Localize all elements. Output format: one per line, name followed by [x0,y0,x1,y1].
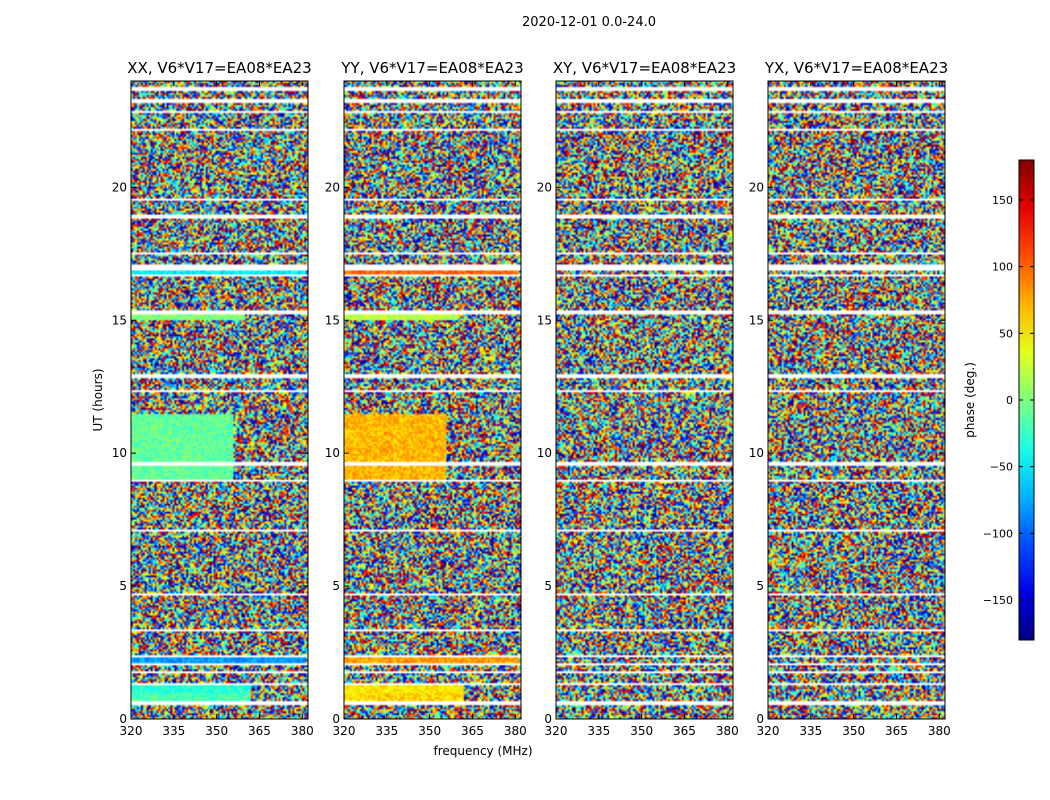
x-axis-label: frequency (MHz) [433,744,532,758]
y-tick-label: 10 [537,446,552,460]
x-tick-label: 320 [120,724,143,738]
y-axis-label: UT (hours) [91,368,105,431]
colorbar-tick-label: 100 [992,261,1013,274]
y-tick-label: 10 [112,446,127,460]
panel-frame [767,80,946,720]
x-tick-label: 320 [757,724,780,738]
panel-frame [555,80,734,720]
x-tick-label: 380 [716,724,739,738]
y-tick-label: 15 [537,313,552,327]
y-tick-label: 15 [325,313,340,327]
y-tick-label: 5 [756,579,764,593]
colorbar-tick-label: 0 [1006,394,1013,407]
y-tick-label: 0 [544,712,552,726]
x-tick-label: 320 [545,724,568,738]
heatmap-image [131,81,308,719]
x-tick-label: 380 [928,724,951,738]
panel-frame [130,80,309,720]
heatmap-image [768,81,945,719]
x-tick-label: 335 [375,724,398,738]
panel-title: YY, V6*V17=EA08*EA23 [340,59,523,77]
y-tick-label: 0 [119,712,127,726]
x-tick-label: 365 [885,724,908,738]
x-tick-label: 380 [504,724,527,738]
y-tick-label: 0 [332,712,340,726]
x-tick-label: 335 [799,724,822,738]
panel-xy: XY, V6*V17=EA08*EA23 320 335 350 365 380 0 5 10 1… [537,59,739,738]
panels: XX, V6*V17=EA08*EA23 320 335 350 365 380 0 5 10 1… [112,59,951,738]
figure-title: 2020-12-01 0.0-24.0 [522,15,656,30]
x-tick-label: 335 [587,724,610,738]
x-tick-label: 365 [461,724,484,738]
heatmap-image [344,81,521,719]
y-tick-label: 15 [749,313,764,327]
x-tick-label: 350 [205,724,228,738]
panel-frame [343,80,522,720]
y-tick-label: 10 [325,446,340,460]
x-tick-label: 350 [630,724,653,738]
y-tick-label: 20 [749,180,764,194]
y-tick-label: 5 [332,579,340,593]
panel-title: YX, V6*V17=EA08*EA23 [764,59,948,77]
colorbar-tick-label: 50 [999,327,1013,340]
y-tick-label: 20 [325,180,340,194]
colorbar-tick-label: −50 [990,461,1013,474]
x-tick-label: 350 [842,724,865,738]
panel-yy: YY, V6*V17=EA08*EA23 320 335 350 365 380 0 5 10 1… [325,59,527,738]
panel-title: XY, V6*V17=EA08*EA23 [553,59,736,77]
y-tick-label: 15 [112,313,127,327]
y-tick-label: 20 [537,180,552,194]
y-tick-label: 5 [544,579,552,593]
y-tick-label: 0 [756,712,764,726]
colorbar: −150 −100 −50 0 50 100 150 [983,159,1035,641]
x-tick-label: 380 [291,724,314,738]
colorbar-tick-label: −100 [983,527,1013,540]
y-tick-label: 10 [749,446,764,460]
colorbar-tick-label: −150 [983,594,1013,607]
colorbar-label: phase (deg.) [963,362,977,438]
x-tick-label: 335 [162,724,185,738]
heatmap-image [556,81,733,719]
x-tick-label: 365 [673,724,696,738]
panel-title: XX, V6*V17=EA08*EA23 [127,59,311,77]
y-tick-label: 20 [112,180,127,194]
colorbar-tick-label: 150 [992,194,1013,207]
y-tick-label: 5 [119,579,127,593]
x-tick-label: 350 [418,724,441,738]
panel-xx: XX, V6*V17=EA08*EA23 320 335 350 365 380 0 5 10 1… [112,59,314,738]
panel-yx: YX, V6*V17=EA08*EA23 320 335 350 365 380 0 5 10 1… [749,59,951,738]
x-tick-label: 320 [333,724,356,738]
x-tick-label: 365 [248,724,271,738]
